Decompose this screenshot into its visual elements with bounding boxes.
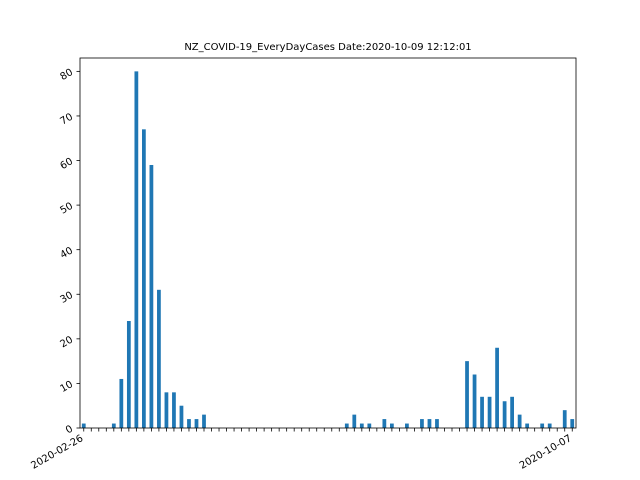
bar: [134, 71, 139, 429]
y-tick-label: 60: [58, 156, 75, 172]
bar: [510, 396, 514, 428]
bar: [172, 392, 176, 428]
bar: [179, 405, 184, 428]
bar: [142, 129, 146, 428]
bar: [352, 414, 357, 428]
bar: [126, 321, 131, 428]
bar: [194, 419, 199, 428]
bar: [187, 419, 191, 428]
bar: [495, 347, 499, 428]
bar: [390, 423, 394, 428]
y-tick-label: 40: [58, 245, 75, 261]
bar: [81, 423, 86, 428]
y-tick-label: 10: [58, 379, 75, 395]
y-axis: 0 10 20 30 40 50 60 70 80: [58, 67, 80, 436]
bar: [480, 396, 484, 428]
bar: [367, 423, 372, 428]
bar: [382, 419, 387, 428]
bar: [570, 419, 575, 428]
bar: [149, 164, 154, 429]
bar: [111, 423, 116, 428]
bar: [164, 392, 169, 428]
y-tick-label: 70: [58, 112, 75, 128]
y-tick-label: 50: [58, 201, 75, 217]
bar: [427, 419, 432, 428]
bar: [202, 414, 206, 428]
bar: [562, 410, 567, 428]
bar: [540, 423, 545, 428]
plot-frame: [79, 57, 577, 429]
x-axis: 2020-02-26 2020-10-07: [29, 428, 574, 472]
bar: [472, 374, 477, 428]
bar: [517, 414, 522, 428]
bars: [81, 71, 575, 429]
y-tick-label: 30: [58, 290, 75, 306]
bar: [465, 361, 469, 428]
bar: [547, 423, 552, 428]
x-tick-label: 2020-02-26: [29, 433, 85, 472]
bar: [157, 289, 161, 428]
x-tick-label: 2020-10-07: [518, 433, 574, 472]
bar: [420, 419, 424, 428]
bar: [435, 419, 439, 428]
y-tick-label: 0: [64, 424, 75, 437]
bar: [405, 423, 409, 428]
y-tick-label: 80: [58, 67, 75, 83]
y-tick-label: 20: [58, 335, 75, 351]
bar: [502, 401, 507, 428]
bar: [487, 396, 492, 428]
bar: [525, 423, 530, 428]
bar: [119, 378, 124, 428]
bar: [359, 423, 364, 428]
bar: [344, 423, 349, 428]
chart-title: NZ_COVID-19_EveryDayCases Date:2020-10-0…: [184, 42, 471, 53]
